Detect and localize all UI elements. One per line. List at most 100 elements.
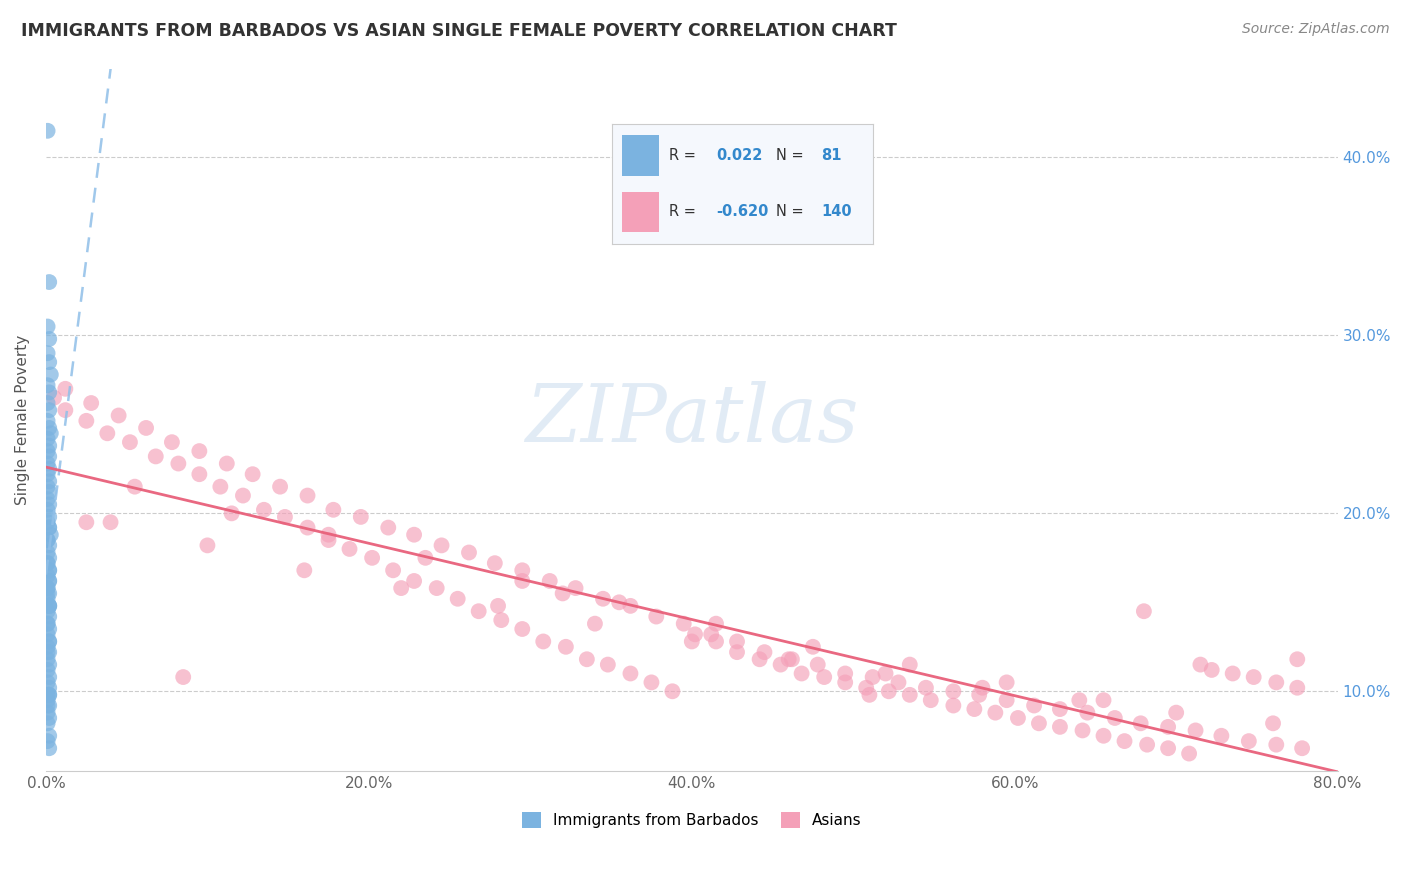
Point bbox=[37, 604, 59, 618]
Point bbox=[37, 581, 59, 595]
Point bbox=[75, 414, 97, 428]
Point bbox=[538, 574, 561, 588]
Point bbox=[100, 515, 122, 529]
Point bbox=[640, 675, 662, 690]
Point bbox=[1157, 720, 1180, 734]
Point bbox=[725, 645, 748, 659]
Point bbox=[118, 435, 141, 450]
Point bbox=[769, 657, 792, 672]
Point bbox=[583, 616, 606, 631]
Point bbox=[318, 533, 340, 547]
Point bbox=[447, 591, 470, 606]
Point bbox=[645, 609, 668, 624]
Point bbox=[1049, 702, 1071, 716]
Point bbox=[510, 622, 533, 636]
Point bbox=[661, 684, 683, 698]
Point bbox=[1092, 729, 1115, 743]
Point bbox=[807, 657, 830, 672]
Point bbox=[96, 426, 118, 441]
Point bbox=[38, 657, 60, 672]
Point bbox=[38, 688, 60, 702]
Point bbox=[37, 581, 59, 595]
Point bbox=[38, 741, 60, 756]
Point bbox=[813, 670, 835, 684]
Point bbox=[38, 645, 60, 659]
Point bbox=[38, 550, 60, 565]
Point bbox=[834, 675, 856, 690]
Point bbox=[1286, 652, 1309, 666]
Point bbox=[458, 545, 481, 559]
Point bbox=[404, 574, 426, 588]
Text: N =: N = bbox=[776, 204, 808, 219]
Point bbox=[37, 503, 59, 517]
Point bbox=[554, 640, 576, 654]
Point bbox=[188, 467, 211, 482]
Point bbox=[1178, 747, 1201, 761]
Point bbox=[38, 450, 60, 464]
Point bbox=[38, 681, 60, 695]
Point bbox=[37, 533, 59, 547]
Point bbox=[915, 681, 938, 695]
Point bbox=[37, 663, 59, 677]
Point bbox=[898, 688, 921, 702]
Point bbox=[38, 729, 60, 743]
Point bbox=[37, 346, 59, 360]
Point bbox=[887, 675, 910, 690]
Point bbox=[37, 688, 59, 702]
Point bbox=[107, 409, 129, 423]
Point bbox=[37, 706, 59, 720]
Text: 0.022: 0.022 bbox=[716, 148, 762, 163]
Point bbox=[42, 391, 65, 405]
Point bbox=[37, 457, 59, 471]
Text: ZIPatlas: ZIPatlas bbox=[524, 381, 859, 458]
Point bbox=[1129, 716, 1152, 731]
Point bbox=[875, 666, 897, 681]
Point bbox=[253, 503, 276, 517]
Point bbox=[37, 591, 59, 606]
Point bbox=[596, 657, 619, 672]
Point bbox=[37, 693, 59, 707]
Point bbox=[38, 475, 60, 489]
Text: Source: ZipAtlas.com: Source: ZipAtlas.com bbox=[1241, 22, 1389, 37]
Point bbox=[38, 421, 60, 435]
Point bbox=[681, 634, 703, 648]
Point bbox=[855, 681, 877, 695]
Point bbox=[37, 432, 59, 446]
Point bbox=[1265, 675, 1288, 690]
Point bbox=[1022, 698, 1045, 713]
Point bbox=[415, 550, 437, 565]
Point bbox=[984, 706, 1007, 720]
Point bbox=[430, 538, 453, 552]
Point bbox=[38, 599, 60, 613]
Point bbox=[318, 527, 340, 541]
Point bbox=[37, 616, 59, 631]
Point bbox=[297, 489, 319, 503]
Point bbox=[683, 627, 706, 641]
Text: 81: 81 bbox=[821, 148, 841, 163]
Point bbox=[160, 435, 183, 450]
Point bbox=[1211, 729, 1233, 743]
Point bbox=[1222, 666, 1244, 681]
Point bbox=[221, 507, 243, 521]
Point bbox=[491, 613, 513, 627]
Point bbox=[37, 545, 59, 559]
Point bbox=[361, 550, 384, 565]
Point bbox=[37, 444, 59, 458]
Text: R =: R = bbox=[669, 148, 700, 163]
Point bbox=[38, 355, 60, 369]
Point bbox=[37, 556, 59, 570]
Point bbox=[704, 616, 727, 631]
Point bbox=[37, 645, 59, 659]
Point bbox=[1069, 693, 1091, 707]
Point bbox=[37, 124, 59, 138]
Point bbox=[39, 426, 62, 441]
Point bbox=[38, 574, 60, 588]
Point bbox=[1136, 738, 1159, 752]
Point bbox=[38, 538, 60, 552]
Point bbox=[1157, 741, 1180, 756]
Point bbox=[704, 634, 727, 648]
Text: -0.620: -0.620 bbox=[716, 204, 769, 219]
Point bbox=[37, 414, 59, 428]
Point bbox=[780, 652, 803, 666]
Point bbox=[37, 396, 59, 410]
